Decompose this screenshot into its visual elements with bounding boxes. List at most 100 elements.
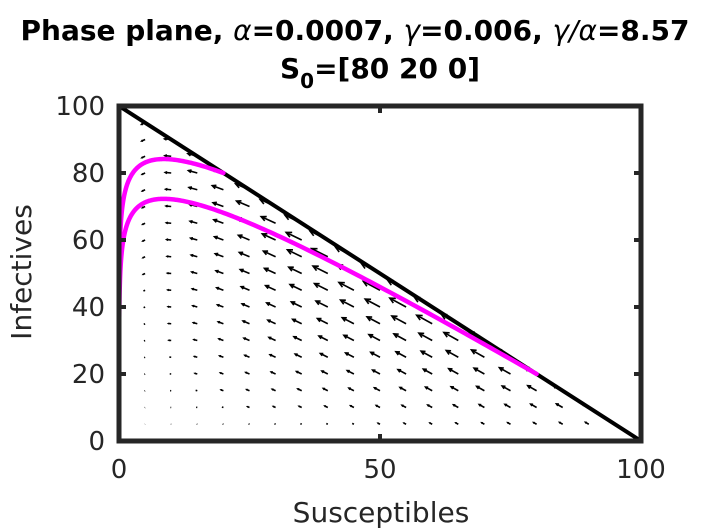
quiver-arrow bbox=[189, 253, 198, 258]
quiver-shaft bbox=[340, 299, 355, 308]
quiver-arrow bbox=[164, 204, 172, 208]
quiver-head bbox=[398, 386, 403, 390]
quiver-arrow bbox=[293, 353, 303, 358]
quiver-head bbox=[320, 370, 325, 374]
chart-title-line2: S0=[80 20 0] bbox=[280, 52, 480, 93]
quiver-head bbox=[164, 204, 169, 208]
quiver-head bbox=[321, 387, 326, 391]
y-tick-label: 40 bbox=[72, 293, 105, 323]
quiver-head bbox=[311, 265, 319, 272]
quiver-arrow bbox=[266, 319, 276, 325]
quiver-head bbox=[421, 368, 427, 373]
quiver-arrow bbox=[215, 303, 224, 308]
quiver-head bbox=[529, 403, 534, 407]
quiver-shaft bbox=[288, 266, 303, 275]
quiver-arrow bbox=[141, 272, 146, 276]
quiver-shaft bbox=[143, 306, 146, 309]
quiver-head bbox=[259, 215, 267, 222]
x-tick-label: 50 bbox=[363, 455, 396, 485]
quiver-head bbox=[166, 288, 170, 292]
quiver-arrow bbox=[166, 288, 172, 292]
quiver-head bbox=[284, 231, 293, 238]
quiver-shaft bbox=[338, 281, 355, 291]
axes: 0 50 100 0 20 40 60 80 100 bbox=[55, 92, 665, 485]
quiver-head bbox=[294, 370, 299, 374]
quiver-arrow bbox=[400, 404, 407, 409]
quiver-arrow bbox=[583, 421, 590, 425]
quiver-arrow bbox=[284, 231, 303, 241]
quiver-head bbox=[239, 285, 245, 290]
quiver-arrow bbox=[215, 286, 224, 292]
quiver-arrow bbox=[343, 352, 355, 358]
quiver-head bbox=[140, 139, 144, 142]
quiver-arrow bbox=[188, 236, 198, 241]
quiver-arrow bbox=[164, 238, 172, 242]
quiver-shaft bbox=[290, 301, 303, 308]
quiver-head bbox=[506, 421, 510, 425]
quiver-head bbox=[192, 338, 196, 341]
quiver-shaft bbox=[445, 349, 459, 358]
quiver-head bbox=[293, 353, 298, 357]
quiver-arrow bbox=[143, 306, 146, 309]
quiver-shaft bbox=[143, 323, 146, 326]
quiver-arrow bbox=[193, 372, 198, 375]
quiver-head bbox=[269, 371, 273, 374]
quiver-arrow bbox=[192, 355, 198, 359]
quiver-head bbox=[217, 354, 222, 358]
quiver-arrow bbox=[211, 201, 224, 208]
quiver-arrow bbox=[217, 354, 224, 359]
quiver-head bbox=[270, 388, 274, 391]
quiver-arrow bbox=[140, 155, 146, 159]
quiver-arrow bbox=[166, 322, 172, 325]
quiver-head bbox=[297, 405, 301, 408]
quiver-head bbox=[444, 349, 452, 355]
quiver-arrow bbox=[163, 187, 172, 191]
quiver-shaft bbox=[317, 317, 329, 325]
quiver-arrow bbox=[187, 186, 198, 191]
quiver-arrow bbox=[219, 389, 224, 392]
quiver-head bbox=[365, 316, 373, 322]
quiver-head bbox=[477, 403, 482, 407]
quiver-head bbox=[141, 256, 145, 259]
quiver-head bbox=[314, 300, 321, 306]
quiver-arrow bbox=[214, 269, 224, 275]
x-tick-label: 0 bbox=[111, 455, 128, 485]
quiver-shaft bbox=[212, 184, 224, 191]
quiver-head bbox=[428, 422, 432, 425]
quiver-arrow bbox=[270, 388, 276, 392]
quiver-arrow bbox=[318, 352, 329, 358]
quiver-arrow bbox=[325, 422, 329, 425]
quiver-arrow bbox=[236, 234, 250, 241]
quiver-arrow bbox=[191, 304, 198, 308]
x-tick-label: 100 bbox=[616, 455, 666, 485]
quiver-head bbox=[500, 385, 506, 390]
y-axis-label: Infectives bbox=[5, 204, 38, 340]
quiver-shaft bbox=[341, 316, 355, 325]
quiver-head bbox=[472, 367, 479, 373]
quiver-head bbox=[315, 317, 322, 323]
quiver-arrow bbox=[444, 349, 459, 358]
quiver-arrow bbox=[300, 422, 303, 425]
quiver-head bbox=[242, 337, 247, 341]
quiver-head bbox=[503, 403, 508, 407]
quiver-arrow bbox=[237, 251, 250, 258]
quiver-head bbox=[189, 270, 194, 274]
quiver-arrow bbox=[143, 339, 146, 342]
quiver-arrow bbox=[374, 404, 381, 409]
quiver-head bbox=[163, 187, 168, 191]
quiver-arrow bbox=[141, 256, 146, 259]
quiver-head bbox=[219, 389, 223, 392]
quiver-shaft bbox=[443, 331, 459, 342]
quiver-arrow bbox=[216, 320, 224, 325]
quiver-arrow bbox=[337, 281, 355, 291]
quiver-arrow bbox=[140, 189, 146, 192]
quiver-shaft bbox=[264, 267, 276, 275]
quiver-shaft bbox=[362, 280, 381, 291]
quiver-arrow bbox=[243, 354, 250, 358]
quiver-shaft bbox=[260, 215, 276, 224]
quiver-head bbox=[337, 281, 345, 288]
quiver-head bbox=[271, 405, 275, 408]
quiver-arrow bbox=[188, 220, 198, 225]
quiver-arrow bbox=[163, 154, 172, 158]
